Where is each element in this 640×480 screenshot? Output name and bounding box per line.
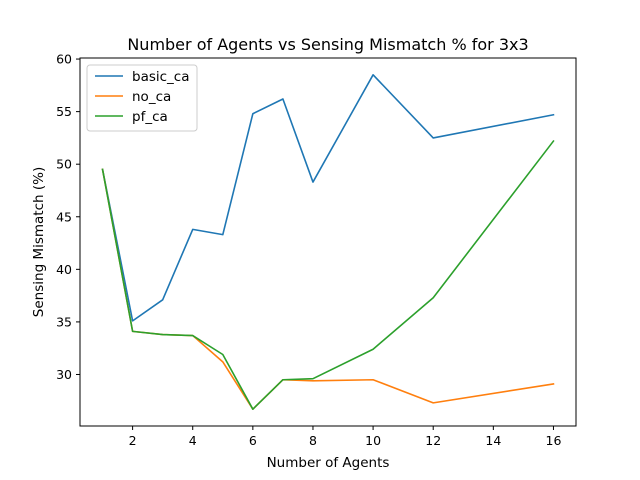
y-tick-label: 35 [56, 314, 72, 329]
x-tick-label: 16 [546, 433, 562, 448]
series-lines [101, 74, 555, 410]
series-line-basic_ca [101, 74, 555, 322]
x-tick-label: 12 [425, 433, 441, 448]
x-tick-label: 14 [485, 433, 501, 448]
chart-title: Number of Agents vs Sensing Mismatch % f… [127, 35, 528, 54]
series-line-pf_ca [101, 139, 555, 410]
legend-label-basic_ca: basic_ca [132, 69, 190, 85]
x-tick-label: 2 [129, 433, 137, 448]
y-tick-label: 50 [56, 157, 72, 172]
x-tick-label: 10 [365, 433, 381, 448]
legend: basic_ca no_ca pf_ca [86, 64, 198, 132]
x-tick-label: 4 [189, 433, 197, 448]
y-tick-label: 40 [56, 262, 72, 277]
legend-box [86, 64, 198, 132]
y-tick-label: 30 [56, 367, 72, 382]
legend-label-no_ca: no_ca [132, 89, 171, 105]
y-tick-label: 60 [56, 52, 72, 67]
x-axis-label: Number of Agents [267, 455, 390, 471]
y-tick-label: 55 [56, 104, 72, 119]
x-axis: 2 4 6 8 10 12 14 16 [129, 426, 562, 448]
x-tick-label: 8 [309, 433, 317, 448]
y-axis-label: Sensing Mismatch (%) [31, 167, 47, 317]
x-tick-label: 6 [249, 433, 257, 448]
y-tick-label: 45 [56, 209, 72, 224]
legend-label-pf_ca: pf_ca [132, 109, 168, 125]
y-axis: 30 35 40 45 50 55 60 [56, 52, 80, 382]
axes-frame [79, 57, 577, 427]
